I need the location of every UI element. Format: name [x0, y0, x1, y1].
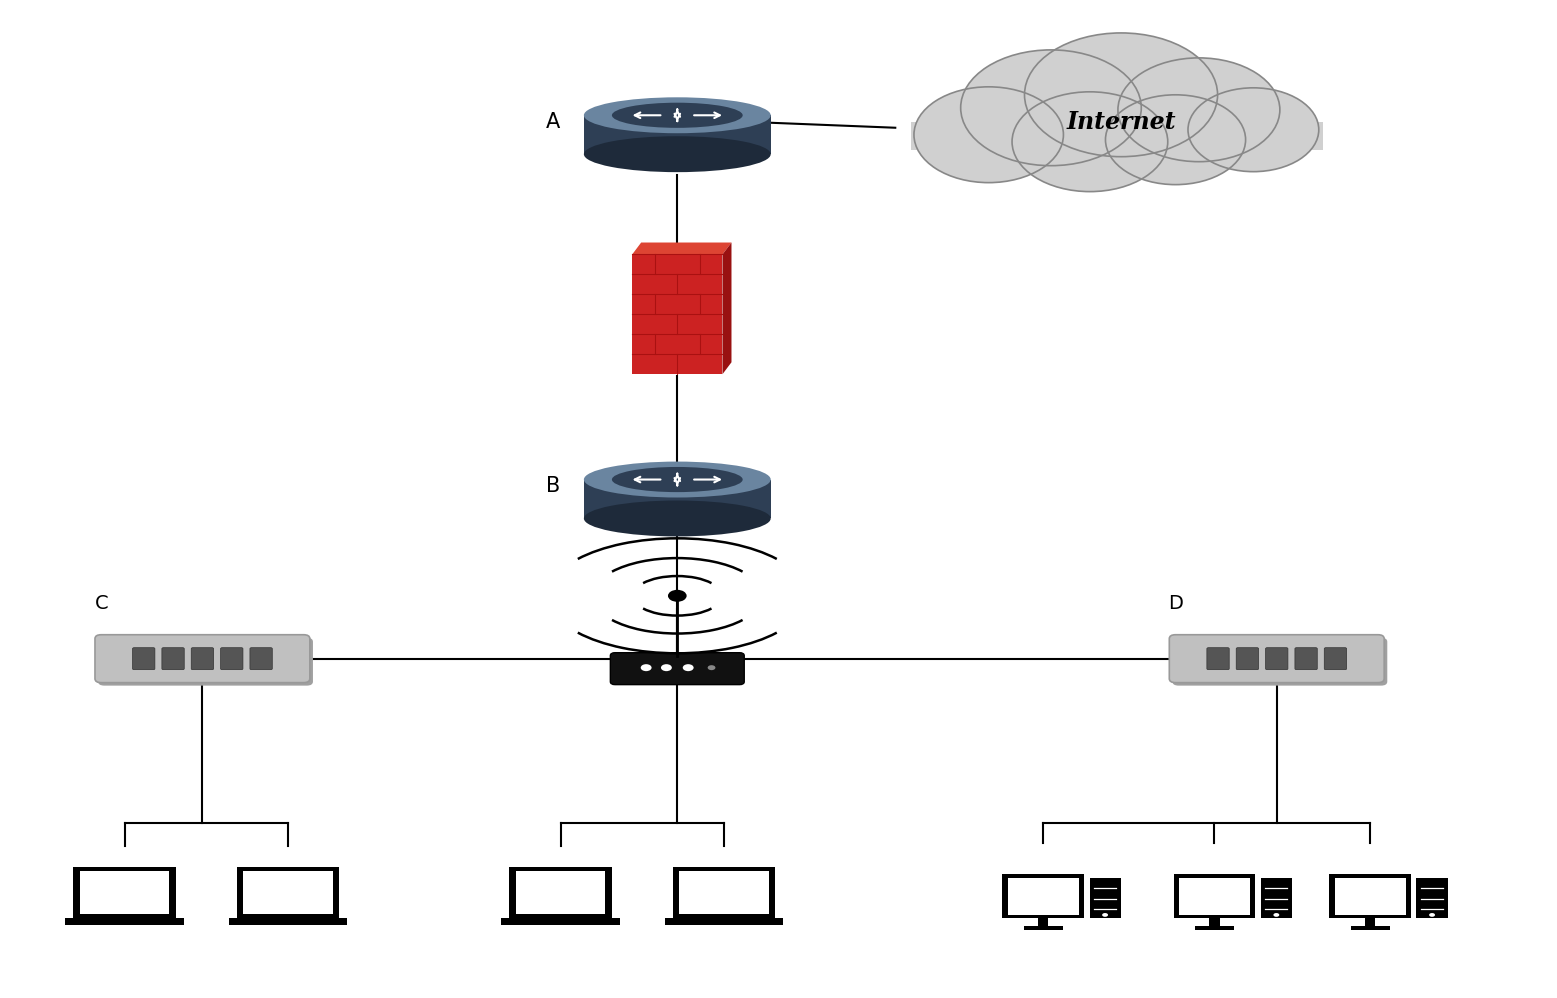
Polygon shape — [1174, 874, 1255, 918]
Circle shape — [961, 50, 1141, 166]
Polygon shape — [79, 871, 170, 914]
Polygon shape — [722, 243, 732, 374]
Polygon shape — [1350, 926, 1389, 930]
Polygon shape — [243, 871, 333, 914]
Text: Internet: Internet — [1067, 110, 1176, 134]
Polygon shape — [501, 918, 620, 925]
Ellipse shape — [612, 467, 743, 492]
Polygon shape — [1365, 918, 1375, 926]
Circle shape — [1012, 92, 1168, 192]
Polygon shape — [673, 867, 775, 918]
Polygon shape — [632, 243, 732, 254]
Polygon shape — [1039, 918, 1048, 926]
FancyBboxPatch shape — [192, 648, 213, 670]
FancyBboxPatch shape — [1207, 648, 1228, 670]
Polygon shape — [679, 871, 769, 914]
FancyBboxPatch shape — [1236, 648, 1258, 670]
FancyBboxPatch shape — [162, 648, 184, 670]
Circle shape — [668, 590, 687, 602]
Circle shape — [682, 665, 694, 671]
FancyBboxPatch shape — [610, 653, 744, 685]
Circle shape — [1429, 913, 1436, 917]
FancyBboxPatch shape — [1172, 638, 1387, 686]
Polygon shape — [1025, 926, 1062, 930]
Circle shape — [660, 665, 671, 671]
Polygon shape — [515, 871, 606, 914]
FancyBboxPatch shape — [95, 635, 310, 683]
Polygon shape — [1003, 874, 1084, 918]
FancyBboxPatch shape — [1169, 635, 1384, 683]
Polygon shape — [911, 122, 1323, 150]
Polygon shape — [1196, 926, 1233, 930]
FancyBboxPatch shape — [98, 638, 313, 686]
Polygon shape — [665, 918, 783, 925]
Polygon shape — [632, 254, 722, 374]
Circle shape — [1118, 58, 1280, 162]
FancyBboxPatch shape — [1295, 648, 1317, 670]
FancyBboxPatch shape — [1325, 648, 1347, 670]
Polygon shape — [73, 867, 176, 918]
Polygon shape — [1330, 874, 1411, 918]
Polygon shape — [65, 918, 184, 925]
Text: A: A — [545, 112, 561, 132]
FancyBboxPatch shape — [132, 648, 154, 670]
Polygon shape — [229, 918, 347, 925]
Polygon shape — [584, 116, 771, 154]
Polygon shape — [1007, 878, 1079, 914]
Ellipse shape — [584, 98, 771, 134]
Polygon shape — [1417, 878, 1448, 918]
Ellipse shape — [584, 462, 771, 498]
Polygon shape — [1179, 878, 1250, 914]
Circle shape — [1025, 33, 1218, 157]
Circle shape — [914, 87, 1063, 183]
Polygon shape — [237, 867, 339, 918]
Polygon shape — [584, 480, 771, 519]
Circle shape — [707, 665, 715, 671]
Circle shape — [641, 665, 651, 671]
FancyBboxPatch shape — [221, 648, 243, 670]
Polygon shape — [1334, 878, 1406, 914]
Ellipse shape — [584, 501, 771, 537]
Ellipse shape — [612, 103, 743, 128]
Circle shape — [1274, 913, 1280, 917]
Text: B: B — [545, 476, 561, 496]
Circle shape — [1188, 88, 1319, 172]
Ellipse shape — [584, 136, 771, 172]
Text: C: C — [95, 594, 107, 614]
Circle shape — [1102, 913, 1109, 917]
Text: D: D — [1168, 594, 1183, 614]
Circle shape — [1105, 95, 1246, 185]
FancyBboxPatch shape — [1266, 648, 1288, 670]
Polygon shape — [1210, 918, 1219, 926]
Polygon shape — [1261, 878, 1292, 918]
FancyBboxPatch shape — [251, 648, 272, 670]
Polygon shape — [509, 867, 612, 918]
Polygon shape — [1090, 878, 1121, 918]
